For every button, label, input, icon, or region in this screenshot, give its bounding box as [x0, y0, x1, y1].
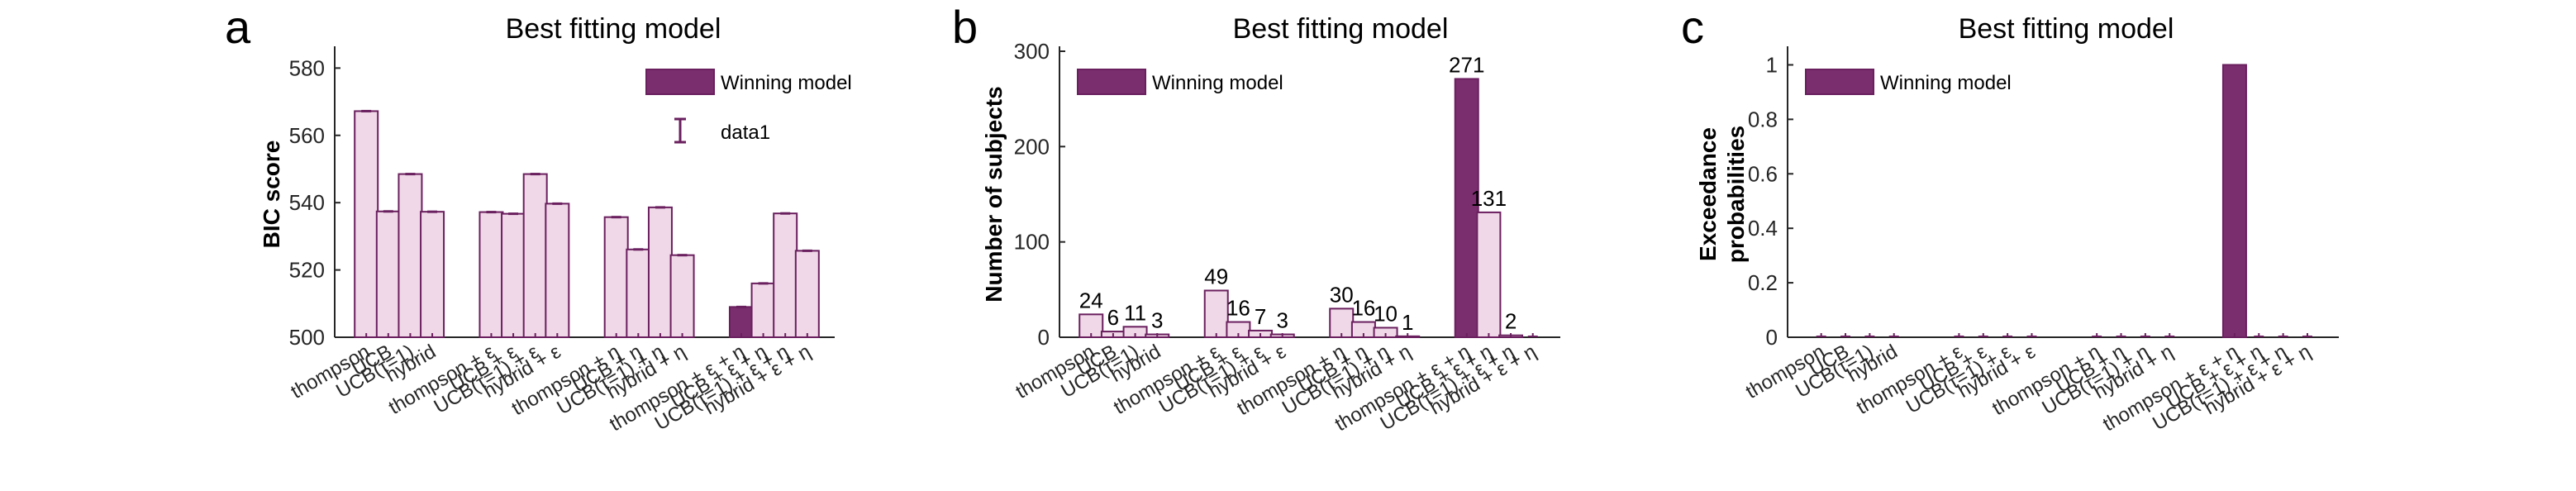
y-axis-label: BIC score [259, 141, 284, 249]
legend-label-data1: data1 [721, 122, 770, 144]
y-tick-label: 1 [1766, 52, 1778, 77]
y-tick-label: 0.4 [1748, 216, 1778, 241]
panel-letter: c [1681, 1, 1704, 53]
bar-14 [750, 282, 776, 338]
legend-label-winning: Winning model [1880, 72, 2012, 94]
bar-7 [522, 173, 548, 338]
y-tick-label: 100 [1014, 230, 1050, 255]
legend: Winning model [1805, 69, 2012, 95]
legend-swatch-winning [645, 69, 715, 95]
data-label-7: 7 [1255, 304, 1266, 329]
y-tick-label: 560 [289, 123, 325, 148]
y-tick-label: 300 [1014, 39, 1050, 64]
data-label-3: 11 [1124, 300, 1146, 325]
legend-label-winning: Winning model [721, 72, 852, 94]
data-label-2: 6 [1107, 305, 1119, 330]
bar-3 [398, 173, 423, 338]
y-tick-label: 520 [289, 258, 325, 283]
bar-1 [354, 110, 379, 338]
legend: Winning model data1 [645, 69, 852, 144]
bar-13 [2221, 64, 2247, 338]
legend-label-winning: Winning model [1152, 72, 1283, 94]
data-label-11: 10 [1374, 301, 1398, 326]
chart-title: Best fitting model [1959, 13, 2174, 45]
y-axis-label: Exceedance probabilities [1695, 126, 1749, 263]
data-label-5: 49 [1204, 264, 1228, 288]
bar-8 [545, 203, 570, 338]
y-tick-label: 0 [1766, 325, 1778, 350]
bar-9 [603, 216, 629, 338]
chart-title: Best fitting model [506, 13, 721, 45]
data-label-8: 3 [1276, 308, 1288, 333]
panel-letter: b [952, 1, 978, 53]
chart-panel-a: a Best fitting model BIC score 500 520 540 560… [225, 1, 852, 436]
bar-2 [375, 210, 401, 338]
y-tick-label: 0.8 [1748, 107, 1778, 131]
bar-12 [669, 254, 695, 338]
data-label-6: 16 [1226, 296, 1250, 321]
data-label-12: 1 [1402, 310, 1413, 335]
y-tick-label: 0.6 [1748, 161, 1778, 186]
bar-5 [1203, 289, 1229, 338]
bar-5 [479, 211, 504, 339]
data-label-13: 271 [1449, 52, 1484, 77]
y-tick-label: 580 [289, 55, 325, 80]
bar-13 [728, 306, 754, 339]
y-tick-label: 0 [1038, 325, 1050, 350]
bar-6 [501, 212, 526, 338]
panel-letter: a [225, 1, 251, 53]
chart-title: Best fitting model [1233, 13, 1449, 45]
y-axis-label: Number of subjects [981, 86, 1007, 302]
y-tick-label: 200 [1014, 134, 1050, 159]
bar-9 [1329, 307, 1355, 338]
chart-panel-b: b Best fitting model Number of subjects 0 10… [952, 1, 1560, 436]
bar-4 [420, 211, 445, 338]
legend: Winning model [1077, 69, 1283, 95]
bar-16 [794, 250, 820, 339]
data-label-1: 24 [1079, 288, 1103, 312]
y-tick-label: 540 [289, 190, 325, 215]
data-label-14: 131 [1471, 186, 1507, 211]
data-label-15: 2 [1505, 309, 1517, 334]
data-label-10: 16 [1351, 296, 1375, 321]
bar-10 [626, 248, 651, 339]
chart-panel-c: c Best fitting model Exceedance probabiliti… [1681, 1, 2339, 436]
legend-swatch-winning [1077, 69, 1146, 95]
bar-14 [1476, 211, 1502, 338]
y-tick-label: 0.2 [1748, 270, 1778, 295]
bar-13 [1454, 78, 1479, 339]
y-tick-label: 500 [289, 325, 325, 350]
data-label-9: 30 [1330, 282, 1354, 307]
bar-11 [647, 206, 673, 338]
legend-swatch-winning [1805, 69, 1874, 95]
data-label-4: 3 [1151, 308, 1163, 333]
bar-15 [773, 212, 798, 339]
